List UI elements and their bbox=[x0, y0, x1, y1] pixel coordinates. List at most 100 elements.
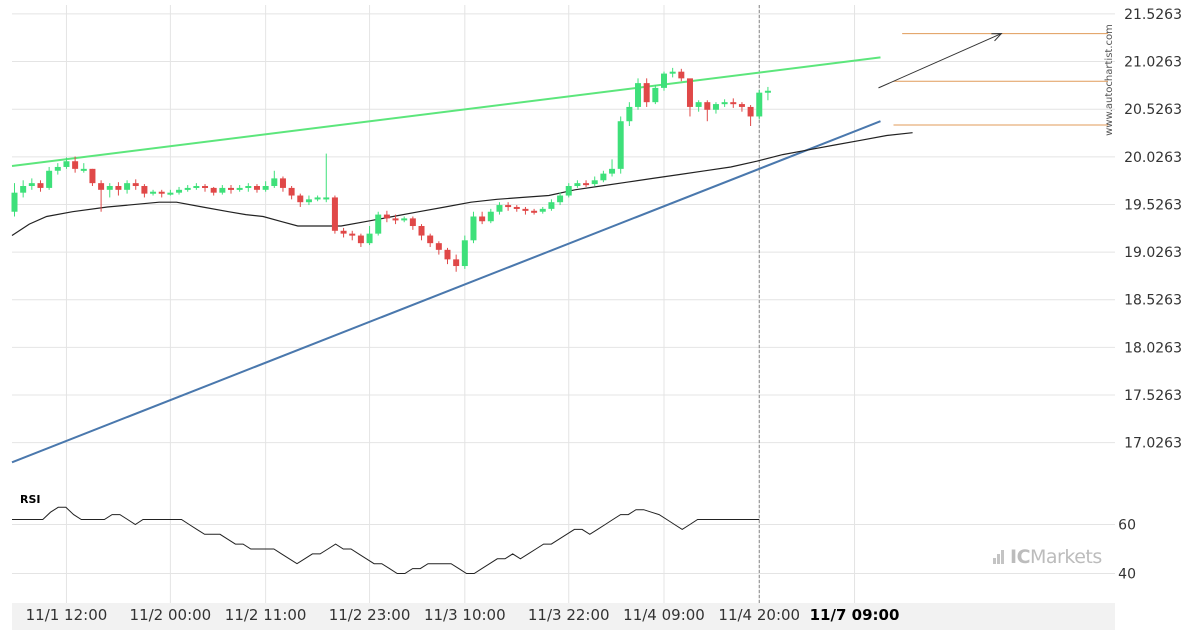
candle bbox=[591, 176, 598, 187]
candle bbox=[72, 156, 79, 173]
time-tick-label: 11/3 10:00 bbox=[424, 606, 506, 624]
rsi-label: RSI bbox=[20, 493, 41, 506]
candle bbox=[617, 116, 624, 174]
rsi-tick-label: 40 bbox=[1118, 567, 1136, 583]
candle-body bbox=[115, 186, 122, 190]
candle-body bbox=[236, 187, 243, 190]
candle bbox=[63, 157, 70, 169]
candle-body bbox=[565, 186, 572, 196]
icmarkets-logo: ICMarkets bbox=[993, 546, 1102, 568]
candle bbox=[314, 195, 321, 202]
candle bbox=[331, 195, 338, 234]
price-tick-label: 20.5263 bbox=[1124, 102, 1182, 118]
candle-body bbox=[262, 186, 269, 190]
candle bbox=[522, 206, 529, 215]
candle-body bbox=[253, 186, 260, 190]
price-axis-labels: 21.5263 21.0263 20.5263 20.0263 19.5263 19.02… bbox=[1118, 7, 1182, 583]
candle bbox=[106, 183, 113, 198]
candle-body bbox=[609, 168, 616, 174]
candle-body bbox=[72, 161, 79, 169]
candle bbox=[176, 186, 183, 195]
candle-body bbox=[643, 83, 650, 103]
candle-body bbox=[669, 71, 676, 74]
time-tick-label: 11/7 09:00 bbox=[810, 606, 900, 624]
candle-body bbox=[756, 92, 763, 117]
time-tick-label: 11/2 23:00 bbox=[329, 606, 411, 624]
candle bbox=[531, 208, 538, 215]
candle bbox=[262, 181, 269, 192]
candle bbox=[383, 210, 390, 223]
candle-body bbox=[176, 189, 183, 193]
moving-average bbox=[11, 132, 913, 237]
price-tick-label: 21.5263 bbox=[1124, 7, 1182, 23]
candle bbox=[747, 105, 754, 126]
candle bbox=[392, 214, 399, 225]
candle bbox=[228, 185, 234, 194]
candle-body bbox=[349, 233, 356, 236]
candle bbox=[539, 206, 546, 214]
candle bbox=[184, 185, 191, 192]
candle bbox=[132, 179, 139, 190]
candle-body bbox=[574, 183, 581, 187]
upper-resistance bbox=[11, 56, 881, 167]
candle-body bbox=[600, 173, 607, 181]
time-tick-label: 11/4 09:00 bbox=[623, 606, 705, 624]
candle-body bbox=[46, 170, 53, 188]
forecast-arrow-line bbox=[878, 33, 1002, 89]
candle bbox=[721, 99, 728, 107]
candle-body bbox=[314, 197, 321, 200]
candle bbox=[323, 153, 330, 203]
candle bbox=[20, 180, 27, 198]
candle-body bbox=[626, 106, 633, 122]
candle-body bbox=[375, 214, 382, 234]
candle-body bbox=[20, 186, 27, 193]
time-tick-label: 11/1 12:00 bbox=[26, 606, 108, 624]
candle-body bbox=[98, 183, 105, 190]
candle-body bbox=[444, 249, 451, 260]
candle-body bbox=[184, 187, 191, 190]
candle-body bbox=[158, 191, 165, 194]
candle-body bbox=[409, 218, 416, 227]
candle-body bbox=[167, 192, 174, 195]
candle bbox=[124, 180, 131, 194]
candle-body bbox=[539, 208, 546, 212]
candle-body bbox=[193, 186, 200, 189]
candle-body bbox=[210, 187, 217, 193]
candle bbox=[427, 233, 434, 247]
candle-body bbox=[418, 226, 425, 236]
candle-body bbox=[730, 102, 737, 105]
candle bbox=[505, 202, 512, 211]
candle bbox=[54, 163, 61, 175]
candle bbox=[418, 224, 425, 241]
candle bbox=[730, 98, 737, 108]
candle bbox=[409, 216, 416, 230]
candle bbox=[574, 180, 581, 188]
rsi-line bbox=[12, 506, 760, 574]
candle bbox=[210, 186, 217, 196]
candle bbox=[340, 227, 347, 238]
candle bbox=[37, 180, 44, 192]
candlesticks bbox=[11, 67, 771, 272]
candle-body bbox=[54, 166, 61, 171]
candle bbox=[158, 189, 165, 198]
candle-body bbox=[141, 186, 148, 194]
candle bbox=[453, 254, 460, 272]
candle bbox=[11, 183, 18, 217]
candle-body bbox=[340, 230, 347, 234]
candle bbox=[444, 247, 451, 265]
candle bbox=[236, 185, 243, 192]
candle bbox=[297, 193, 304, 207]
candle bbox=[548, 199, 555, 211]
candle-body bbox=[150, 191, 157, 194]
candle bbox=[461, 235, 468, 269]
price-tick-label: 18.0263 bbox=[1124, 340, 1182, 356]
time-tick-label: 11/2 00:00 bbox=[130, 606, 212, 624]
candle-body bbox=[202, 186, 209, 189]
candle-body bbox=[617, 121, 624, 169]
candle-body bbox=[132, 183, 139, 187]
candle bbox=[643, 78, 650, 107]
candle-body bbox=[245, 186, 252, 189]
logo-suffix: Markets bbox=[1030, 546, 1102, 568]
logo-bars-icon bbox=[993, 550, 1007, 564]
